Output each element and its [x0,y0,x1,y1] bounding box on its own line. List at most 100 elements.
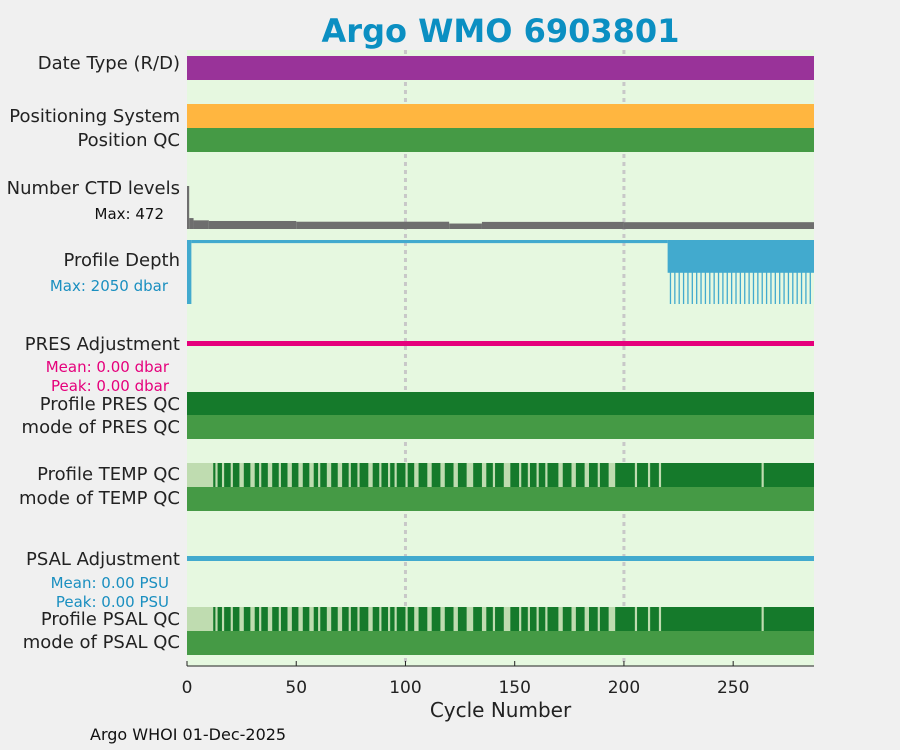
ctd-levels-segment-1 [189,218,194,229]
bar-profile-temp-qc-span-27 [481,463,487,487]
bar-mode-psal-qc [187,631,814,655]
label-position-qc: Position QC [77,130,180,151]
bar-profile-temp-qc-span-25 [453,463,458,487]
depth-spike-4 [687,240,689,304]
bar-profile-psal-qc-span-26 [466,607,474,631]
ctd-levels-segment-4 [296,221,450,229]
depth-spike-21 [761,240,763,304]
label-mode-psal-qc: mode of PSAL QC [22,632,180,653]
depth-spike-20 [757,240,759,304]
bar-profile-psal-qc-span-12 [318,607,321,631]
bar-profile-psal-qc-span-13 [326,607,332,631]
ctd-levels-segment-5 [449,223,482,229]
ctd-levels-segment-7 [623,222,814,229]
bar-profile-psal-qc-span-24 [440,607,445,631]
bar-profile-temp-qc-span-41 [658,463,662,487]
bar-profile-temp-qc-span-6 [259,463,262,487]
bar-profile-psal-qc-span-36 [584,607,589,631]
bar-profile-pres-qc [187,392,814,415]
bar-profile-temp-qc-span-4 [239,463,244,487]
bar-profile-temp-qc-span-14 [337,463,343,487]
bar-profile-psal-qc-span-9 [287,607,292,631]
depth-spike-25 [779,240,781,304]
bar-profile-psal-qc-span-29 [503,607,511,631]
bar-profile-temp-qc-span-8 [278,463,281,487]
x-tick-label-50: 50 [285,678,307,698]
depth-segment-1 [191,240,668,244]
bar-profile-temp-qc-span-38 [608,463,616,487]
bar-profile-temp-qc-span-39 [634,463,638,487]
depth-spike-11 [717,240,720,304]
depth-spike-14 [730,240,733,304]
label-pres-mean: Mean: 0.00 dbar [45,358,169,376]
depth-spike-7 [700,240,702,304]
bar-profile-temp-qc-span-35 [571,463,576,487]
bar-profile-temp-qc-span-33 [545,463,548,487]
bar-profile-psal-qc-span-35 [571,607,576,631]
bar-profile-psal-qc-span-0 [187,607,214,631]
bar-profile-psal-qc-span-37 [597,607,600,631]
bar-profile-temp-qc-span-21 [405,463,408,487]
bar-profile-psal-qc-span-23 [427,607,432,631]
bar-profile-psal-qc-span-6 [259,607,262,631]
chart-title: Argo WMO 6903801 [321,12,680,50]
bar-profile-psal-qc-span-16 [357,607,360,631]
depth-spike-16 [739,240,742,304]
bar-profile-temp-qc-span-1 [215,463,218,487]
bar-profile-psal-qc-span-40 [647,607,651,631]
bar-profile-temp-qc-span-31 [527,463,530,487]
bar-profile-psal-qc-span-3 [230,607,233,631]
x-tick-label-200: 200 [608,678,640,698]
bar-date-type [187,56,814,80]
depth-spike-15 [735,240,737,304]
label-pres-adjustment: PRES Adjustment [24,334,180,355]
depth-spike-17 [744,240,746,304]
bar-profile-temp-qc-span-20 [394,463,397,487]
label-profile-temp-qc: Profile TEMP QC [37,464,180,485]
bar-profile-temp-qc-span-32 [536,463,539,487]
bar-profile-psal-qc-span-28 [492,607,496,631]
bar-profile-temp-qc-span-19 [387,463,391,487]
x-axis-label: Cycle Number [429,698,572,722]
bar-profile-psal-qc-span-30 [519,607,522,631]
depth-spike-12 [722,240,724,304]
depth-spike-28 [792,240,794,304]
label-profile-psal-qc: Profile PSAL QC [40,609,180,630]
depth-spike-18 [748,240,750,304]
depth-spike-19 [752,240,755,304]
bar-profile-psal-qc-span-20 [394,607,397,631]
label-mode-temp-qc: mode of TEMP QC [18,488,180,509]
depth-spike-30 [800,240,803,304]
line-pres-adjustment [187,341,814,346]
bar-profile-psal-qc-span-14 [337,607,343,631]
depth-spike-1 [674,240,676,304]
bar-profile-temp-qc-span-11 [309,463,314,487]
depth-spike-24 [774,240,776,304]
bar-profile-temp-qc-span-15 [348,463,351,487]
bar-profile-psal-qc-span-4 [239,607,244,631]
bar-profile-temp-qc-span-10 [298,463,303,487]
depth-spike-3 [682,240,685,304]
plot-background [187,50,814,666]
bar-profile-temp-qc-span-30 [519,463,522,487]
depth-spike-5 [691,240,693,304]
label-psal-adjustment: PSAL Adjustment [25,549,180,570]
depth-spike-31 [805,240,807,304]
bar-position-qc [187,128,814,152]
depth-segment-0 [187,240,192,304]
bar-profile-psal-qc-span-1 [215,607,218,631]
depth-spike-32 [809,240,811,304]
depth-spike-10 [713,240,715,304]
bar-profile-temp-qc-span-18 [379,463,382,487]
bar-profile-temp-qc-span-5 [250,463,255,487]
ctd-levels-segment-3 [208,220,297,229]
depth-spike-6 [696,240,698,304]
bar-profile-psal-qc-span-5 [250,607,255,631]
bar-profile-psal-qc-span-41 [658,607,662,631]
depth-spike-23 [770,240,772,304]
depth-spike-22 [765,240,768,304]
bar-mode-temp-qc [187,487,814,511]
bar-profile-psal-qc-span-18 [379,607,382,631]
bar-profile-psal-qc-span-34 [558,607,563,631]
bar-profile-psal-qc-span-31 [527,607,530,631]
